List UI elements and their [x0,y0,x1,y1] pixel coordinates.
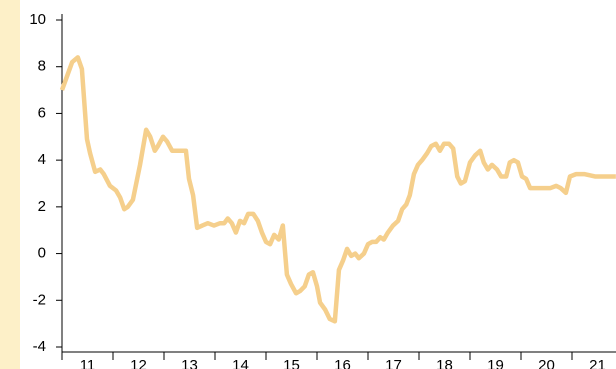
x-tick-label: 15 [283,357,300,369]
y-tick-label: 8 [38,58,46,75]
y-tick-label: -4 [33,338,46,355]
y-tick-label: 10 [29,11,46,28]
y-tick-label: 2 [38,198,46,215]
y-tick-label: 0 [38,245,46,262]
y-tick-label: 6 [38,104,46,121]
x-tick-label: 14 [232,357,249,369]
x-tick-label: 13 [181,357,198,369]
x-tick-label: 16 [334,357,351,369]
x-tick-label: 12 [130,357,147,369]
side-strip [0,0,20,369]
data-line [59,55,616,324]
x-tick-label: 11 [80,357,96,369]
x-tick-label: 20 [538,357,555,369]
y-tick-label: 4 [38,151,46,168]
x-tick-label: 21 [589,357,606,369]
x-tick-label: 18 [436,357,453,369]
x-tick-label: 17 [385,357,402,369]
y-tick-label: -2 [33,291,46,308]
x-tick-label: 19 [487,357,504,369]
